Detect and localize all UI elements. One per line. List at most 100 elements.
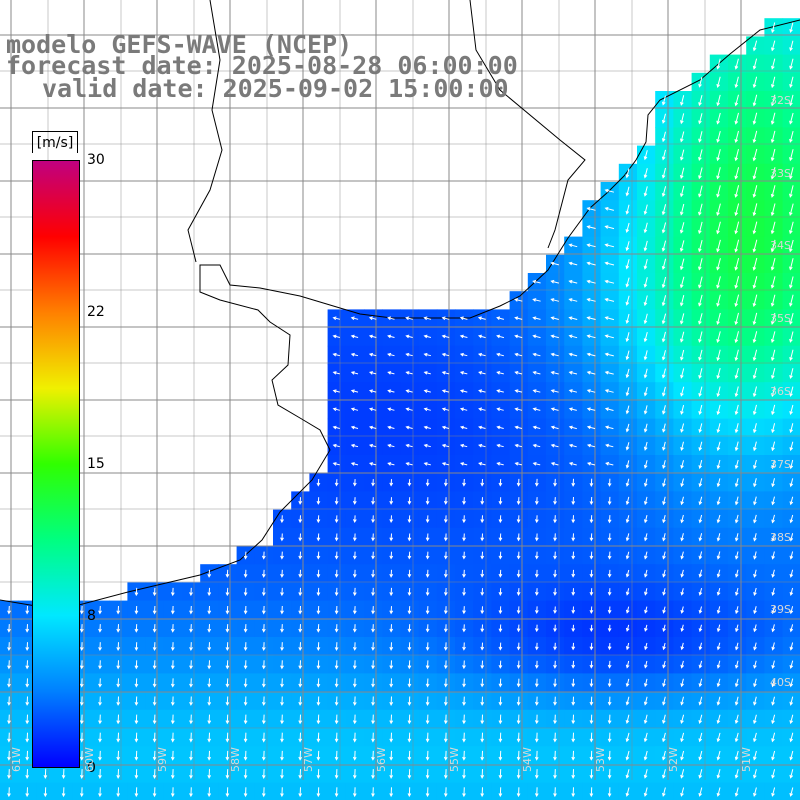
wind-arrow	[332, 371, 340, 375]
wind-arrow	[43, 787, 48, 798]
wind-arrow	[789, 221, 794, 235]
wind-arrow	[407, 479, 412, 487]
wind-arrow	[662, 732, 666, 743]
wind-arrow	[371, 515, 375, 524]
wind-arrow	[643, 258, 648, 270]
wind-arrow	[207, 605, 212, 615]
wind-arrow	[662, 660, 666, 669]
wind-arrow	[462, 732, 466, 743]
wind-arrow	[334, 732, 339, 743]
wind-arrow	[280, 732, 284, 743]
wind-arrow	[462, 769, 466, 779]
wind-arrow	[716, 167, 721, 180]
wind-arrow	[152, 605, 157, 615]
wind-arrow	[387, 371, 395, 375]
wind-arrow	[680, 606, 685, 614]
wind-arrow	[698, 167, 703, 180]
wind-arrow	[407, 551, 412, 560]
colorbar-tick-0: 0	[87, 760, 96, 776]
wind-arrow	[586, 298, 596, 302]
wind-arrow	[534, 606, 539, 615]
wind-arrow	[477, 316, 486, 321]
wind-arrow	[352, 660, 357, 670]
wind-arrow	[698, 660, 703, 669]
wind-arrow	[79, 696, 84, 706]
wind-arrow	[423, 443, 431, 448]
wind-arrow	[752, 423, 757, 434]
wind-speed-field	[0, 18, 800, 800]
wind-arrow	[389, 696, 394, 706]
wind-arrow	[734, 367, 739, 380]
wind-arrow	[789, 40, 794, 52]
wind-arrow	[698, 606, 703, 614]
wind-arrow	[753, 533, 757, 542]
wind-arrow	[225, 642, 230, 652]
lat-label: 40S	[770, 676, 791, 689]
wind-arrow	[771, 732, 776, 743]
wind-arrow	[496, 334, 505, 339]
wind-arrow	[316, 497, 321, 505]
wind-arrow	[644, 533, 648, 542]
wind-arrow	[134, 732, 139, 743]
wind-arrow	[25, 696, 30, 706]
wind-arrow	[498, 624, 503, 633]
wind-arrow	[734, 551, 739, 560]
wind-arrow	[662, 678, 666, 688]
wind-arrow	[679, 185, 685, 198]
wind-arrow	[604, 207, 615, 211]
wind-arrow	[644, 624, 648, 632]
wind-arrow	[662, 642, 666, 651]
wind-arrow	[716, 624, 721, 633]
wind-arrow	[61, 787, 66, 798]
wind-arrow	[735, 624, 739, 633]
wind-arrow	[134, 714, 139, 725]
wind-arrow	[716, 423, 721, 434]
wind-arrow	[604, 279, 615, 284]
wind-arrow	[698, 331, 703, 343]
wind-arrow	[334, 750, 339, 761]
wind-arrow	[771, 787, 776, 797]
lon-label: 53W	[594, 747, 607, 772]
wind-arrow	[625, 222, 630, 234]
wind-arrow	[387, 462, 395, 466]
wind-arrow	[661, 313, 667, 325]
wind-arrow	[441, 389, 450, 393]
wind-arrow	[661, 258, 667, 271]
wind-arrow	[189, 732, 193, 743]
lat-label: 33S	[770, 167, 791, 180]
wind-arrow	[553, 660, 557, 669]
wind-arrow	[316, 478, 321, 487]
lat-label: 32S	[770, 94, 791, 107]
wind-arrow	[698, 787, 703, 797]
wind-arrow	[25, 787, 30, 798]
wind-arrow	[571, 478, 576, 487]
wind-arrow	[387, 352, 395, 357]
wind-arrow	[550, 443, 559, 448]
wind-arrow	[243, 750, 248, 761]
wind-arrow	[680, 368, 685, 379]
wind-arrow	[716, 149, 721, 162]
wind-arrow	[443, 660, 448, 670]
wind-arrow	[189, 624, 193, 633]
wind-arrow	[625, 295, 630, 306]
wind-arrow	[734, 58, 739, 70]
wind-arrow	[350, 443, 359, 448]
wind-arrow	[589, 714, 594, 725]
wind-arrow	[789, 276, 794, 289]
wind-arrow	[243, 569, 248, 578]
wind-arrow	[498, 678, 503, 688]
wind-arrow	[261, 678, 266, 688]
wind-arrow	[568, 425, 577, 430]
wind-arrow	[441, 443, 450, 448]
wind-arrow	[443, 787, 448, 798]
wind-arrow	[753, 478, 757, 488]
wind-arrow	[332, 443, 340, 448]
wind-arrow	[352, 678, 357, 688]
wind-arrow	[662, 588, 666, 596]
wind-arrow	[407, 497, 412, 505]
wind-arrow	[443, 497, 448, 505]
wind-arrow	[459, 334, 468, 339]
wind-arrow	[643, 295, 648, 307]
wind-arrow	[7, 732, 11, 743]
wind-arrow	[789, 404, 794, 416]
